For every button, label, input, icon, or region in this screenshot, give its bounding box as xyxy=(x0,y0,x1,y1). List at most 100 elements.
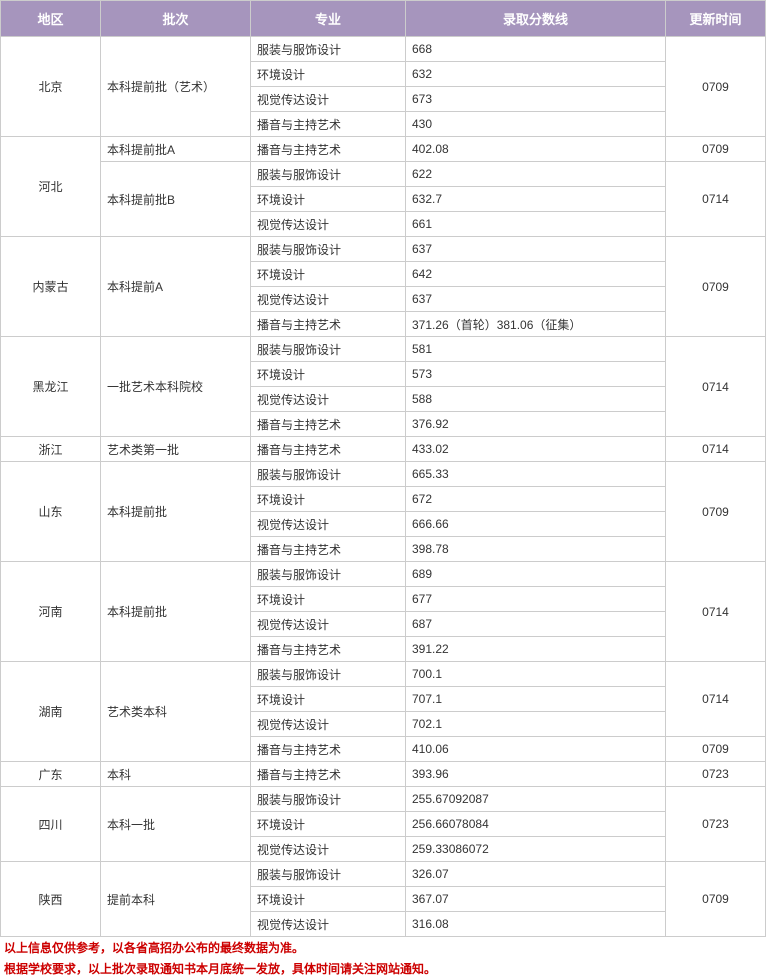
table-row: 北京本科提前批（艺术）服装与服饰设计6680709 xyxy=(1,37,766,62)
update-cell: 0723 xyxy=(666,787,766,862)
batch-cell: 本科提前批 xyxy=(101,562,251,662)
score-cell: 622 xyxy=(406,162,666,187)
admission-scores-table: 地区批次专业录取分数线更新时间 北京本科提前批（艺术）服装与服饰设计668070… xyxy=(0,0,766,937)
major-cell: 视觉传达设计 xyxy=(251,87,406,112)
table-row: 本科提前批B服装与服饰设计6220714 xyxy=(1,162,766,187)
score-cell: 433.02 xyxy=(406,437,666,462)
update-cell: 0714 xyxy=(666,662,766,737)
update-cell: 0709 xyxy=(666,737,766,762)
table-body: 北京本科提前批（艺术）服装与服饰设计6680709环境设计632视觉传达设计67… xyxy=(1,37,766,937)
col-header-1: 批次 xyxy=(101,1,251,37)
update-cell: 0723 xyxy=(666,762,766,787)
score-cell: 661 xyxy=(406,212,666,237)
region-cell: 河南 xyxy=(1,562,101,662)
batch-cell: 本科提前批B xyxy=(101,162,251,237)
score-cell: 367.07 xyxy=(406,887,666,912)
major-cell: 服装与服饰设计 xyxy=(251,37,406,62)
col-header-3: 录取分数线 xyxy=(406,1,666,37)
major-cell: 播音与主持艺术 xyxy=(251,112,406,137)
major-cell: 视觉传达设计 xyxy=(251,287,406,312)
major-cell: 视觉传达设计 xyxy=(251,512,406,537)
major-cell: 播音与主持艺术 xyxy=(251,537,406,562)
score-cell: 665.33 xyxy=(406,462,666,487)
region-cell: 山东 xyxy=(1,462,101,562)
major-cell: 服装与服饰设计 xyxy=(251,462,406,487)
update-cell: 0714 xyxy=(666,437,766,462)
major-cell: 环境设计 xyxy=(251,887,406,912)
col-header-2: 专业 xyxy=(251,1,406,37)
major-cell: 视觉传达设计 xyxy=(251,387,406,412)
major-cell: 播音与主持艺术 xyxy=(251,637,406,662)
table-row: 湖南艺术类本科服装与服饰设计700.10714 xyxy=(1,662,766,687)
batch-cell: 本科一批 xyxy=(101,787,251,862)
score-cell: 259.33086072 xyxy=(406,837,666,862)
major-cell: 环境设计 xyxy=(251,487,406,512)
region-cell: 浙江 xyxy=(1,437,101,462)
score-cell: 371.26（首轮）381.06（征集） xyxy=(406,312,666,337)
major-cell: 视觉传达设计 xyxy=(251,612,406,637)
score-cell: 588 xyxy=(406,387,666,412)
table-row: 河北本科提前批A播音与主持艺术402.080709 xyxy=(1,137,766,162)
region-cell: 河北 xyxy=(1,137,101,237)
major-cell: 视觉传达设计 xyxy=(251,912,406,937)
update-cell: 0709 xyxy=(666,862,766,937)
score-cell: 642 xyxy=(406,262,666,287)
major-cell: 播音与主持艺术 xyxy=(251,412,406,437)
major-cell: 环境设计 xyxy=(251,362,406,387)
region-cell: 湖南 xyxy=(1,662,101,762)
score-cell: 255.67092087 xyxy=(406,787,666,812)
score-cell: 326.07 xyxy=(406,862,666,887)
update-cell: 0709 xyxy=(666,137,766,162)
score-cell: 689 xyxy=(406,562,666,587)
batch-cell: 本科 xyxy=(101,762,251,787)
batch-cell: 本科提前A xyxy=(101,237,251,337)
table-row: 四川本科一批服装与服饰设计255.670920870723 xyxy=(1,787,766,812)
score-cell: 256.66078084 xyxy=(406,812,666,837)
score-cell: 410.06 xyxy=(406,737,666,762)
batch-cell: 本科提前批A xyxy=(101,137,251,162)
update-cell: 0709 xyxy=(666,237,766,337)
score-cell: 430 xyxy=(406,112,666,137)
major-cell: 播音与主持艺术 xyxy=(251,737,406,762)
score-cell: 581 xyxy=(406,337,666,362)
table-row: 浙江艺术类第一批播音与主持艺术433.020714 xyxy=(1,437,766,462)
score-cell: 707.1 xyxy=(406,687,666,712)
update-cell: 0709 xyxy=(666,462,766,562)
table-row: 广东本科播音与主持艺术393.960723 xyxy=(1,762,766,787)
col-header-0: 地区 xyxy=(1,1,101,37)
major-cell: 服装与服饰设计 xyxy=(251,337,406,362)
score-cell: 700.1 xyxy=(406,662,666,687)
score-cell: 391.22 xyxy=(406,637,666,662)
region-cell: 四川 xyxy=(1,787,101,862)
table-row: 山东本科提前批服装与服饰设计665.330709 xyxy=(1,462,766,487)
update-cell: 0714 xyxy=(666,337,766,437)
major-cell: 环境设计 xyxy=(251,62,406,87)
major-cell: 服装与服饰设计 xyxy=(251,662,406,687)
major-cell: 视觉传达设计 xyxy=(251,212,406,237)
batch-cell: 本科提前批 xyxy=(101,462,251,562)
region-cell: 黑龙江 xyxy=(1,337,101,437)
major-cell: 环境设计 xyxy=(251,687,406,712)
major-cell: 环境设计 xyxy=(251,262,406,287)
major-cell: 服装与服饰设计 xyxy=(251,787,406,812)
major-cell: 服装与服饰设计 xyxy=(251,562,406,587)
score-cell: 687 xyxy=(406,612,666,637)
batch-cell: 艺术类本科 xyxy=(101,662,251,762)
table-row: 黑龙江一批艺术本科院校服装与服饰设计5810714 xyxy=(1,337,766,362)
col-header-4: 更新时间 xyxy=(666,1,766,37)
score-cell: 632.7 xyxy=(406,187,666,212)
batch-cell: 艺术类第一批 xyxy=(101,437,251,462)
batch-cell: 本科提前批（艺术） xyxy=(101,37,251,137)
region-cell: 广东 xyxy=(1,762,101,787)
footnote-0: 以上信息仅供参考，以各省高招办公布的最终数据为准。 xyxy=(0,937,766,958)
footnote-1: 根据学校要求，以上批次录取通知书本月底统一发放，具体时间请关注网站通知。 xyxy=(0,958,766,979)
table-row: 陕西提前本科服装与服饰设计326.070709 xyxy=(1,862,766,887)
score-cell: 402.08 xyxy=(406,137,666,162)
score-cell: 672 xyxy=(406,487,666,512)
score-cell: 393.96 xyxy=(406,762,666,787)
score-cell: 666.66 xyxy=(406,512,666,537)
score-cell: 632 xyxy=(406,62,666,87)
major-cell: 服装与服饰设计 xyxy=(251,162,406,187)
score-cell: 677 xyxy=(406,587,666,612)
update-cell: 0709 xyxy=(666,37,766,137)
